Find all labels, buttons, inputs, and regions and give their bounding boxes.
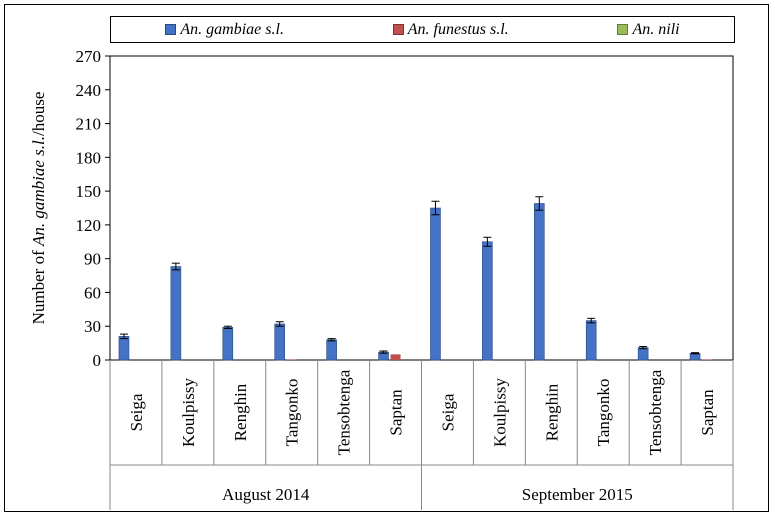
bar-s0-c1	[170, 266, 182, 361]
y-tick-label-0: 0	[93, 351, 102, 370]
bar-s0-c3	[274, 323, 286, 361]
legend-entry-funestus: An. funestus s.l.	[392, 20, 509, 39]
category-label-0: Seiga	[127, 393, 146, 431]
bar-s0-c2	[222, 327, 234, 361]
legend-swatch-gambiae	[165, 24, 177, 35]
bar-s0-c10	[637, 347, 649, 361]
y-tick-label-9: 270	[76, 47, 102, 66]
bar-s0-c0	[118, 336, 130, 361]
y-tick-label-8: 240	[76, 81, 102, 100]
bar-s1-c5	[390, 354, 401, 360]
category-label-7: Koulpissy	[490, 378, 509, 447]
bar-s0-c6	[430, 207, 441, 361]
legend-label-funestus: An. funestus s.l.	[407, 20, 509, 38]
category-label-6: Seiga	[438, 393, 457, 431]
legend-entry-gambiae: An. gambiae s.l.	[165, 21, 284, 39]
category-label-10: Tensobtenga	[646, 369, 665, 455]
y-tick-label-3: 90	[84, 250, 101, 269]
bar-s0-c7	[482, 241, 493, 361]
y-tick-label-1: 30	[84, 317, 101, 336]
legend-entry-nili: An. nili	[617, 20, 680, 39]
legend-swatch-nili	[617, 24, 629, 35]
category-label-1: Koulpissy	[179, 378, 198, 447]
chart-frame	[4, 4, 769, 512]
category-label-11: Saptan	[698, 389, 717, 436]
y-tick-label-6: 180	[76, 148, 102, 167]
chart-legend: An. gambiae s.l. An. funestus s.l. An. n…	[110, 16, 735, 43]
category-label-9: Tangonko	[594, 379, 613, 447]
group-label-1: September 2015	[522, 485, 633, 504]
legend-label-nili: An. nili	[632, 20, 680, 38]
y-tick-label-4: 120	[76, 216, 102, 235]
y-tick-label-7: 210	[76, 115, 102, 134]
category-label-3: Tangonko	[283, 379, 302, 447]
category-label-8: Renghin	[542, 383, 561, 441]
category-label-2: Renghin	[231, 383, 250, 441]
category-label-4: Tensobtenga	[335, 369, 354, 455]
legend-label-gambiae: An. gambiae s.l.	[180, 20, 284, 38]
legend-swatch-funestus	[392, 24, 404, 35]
y-tick-label-5: 150	[76, 182, 102, 201]
plot-area	[109, 55, 734, 361]
bar-s0-c8	[533, 203, 545, 361]
y-tick-label-2: 60	[84, 283, 101, 302]
bar-s0-c9	[585, 320, 597, 361]
bar-s0-c4	[326, 339, 337, 361]
y-axis-label: Number of An. gambiae s.l./house	[29, 92, 48, 325]
group-label-0: August 2014	[222, 485, 310, 504]
category-label-5: Saptan	[387, 389, 406, 436]
